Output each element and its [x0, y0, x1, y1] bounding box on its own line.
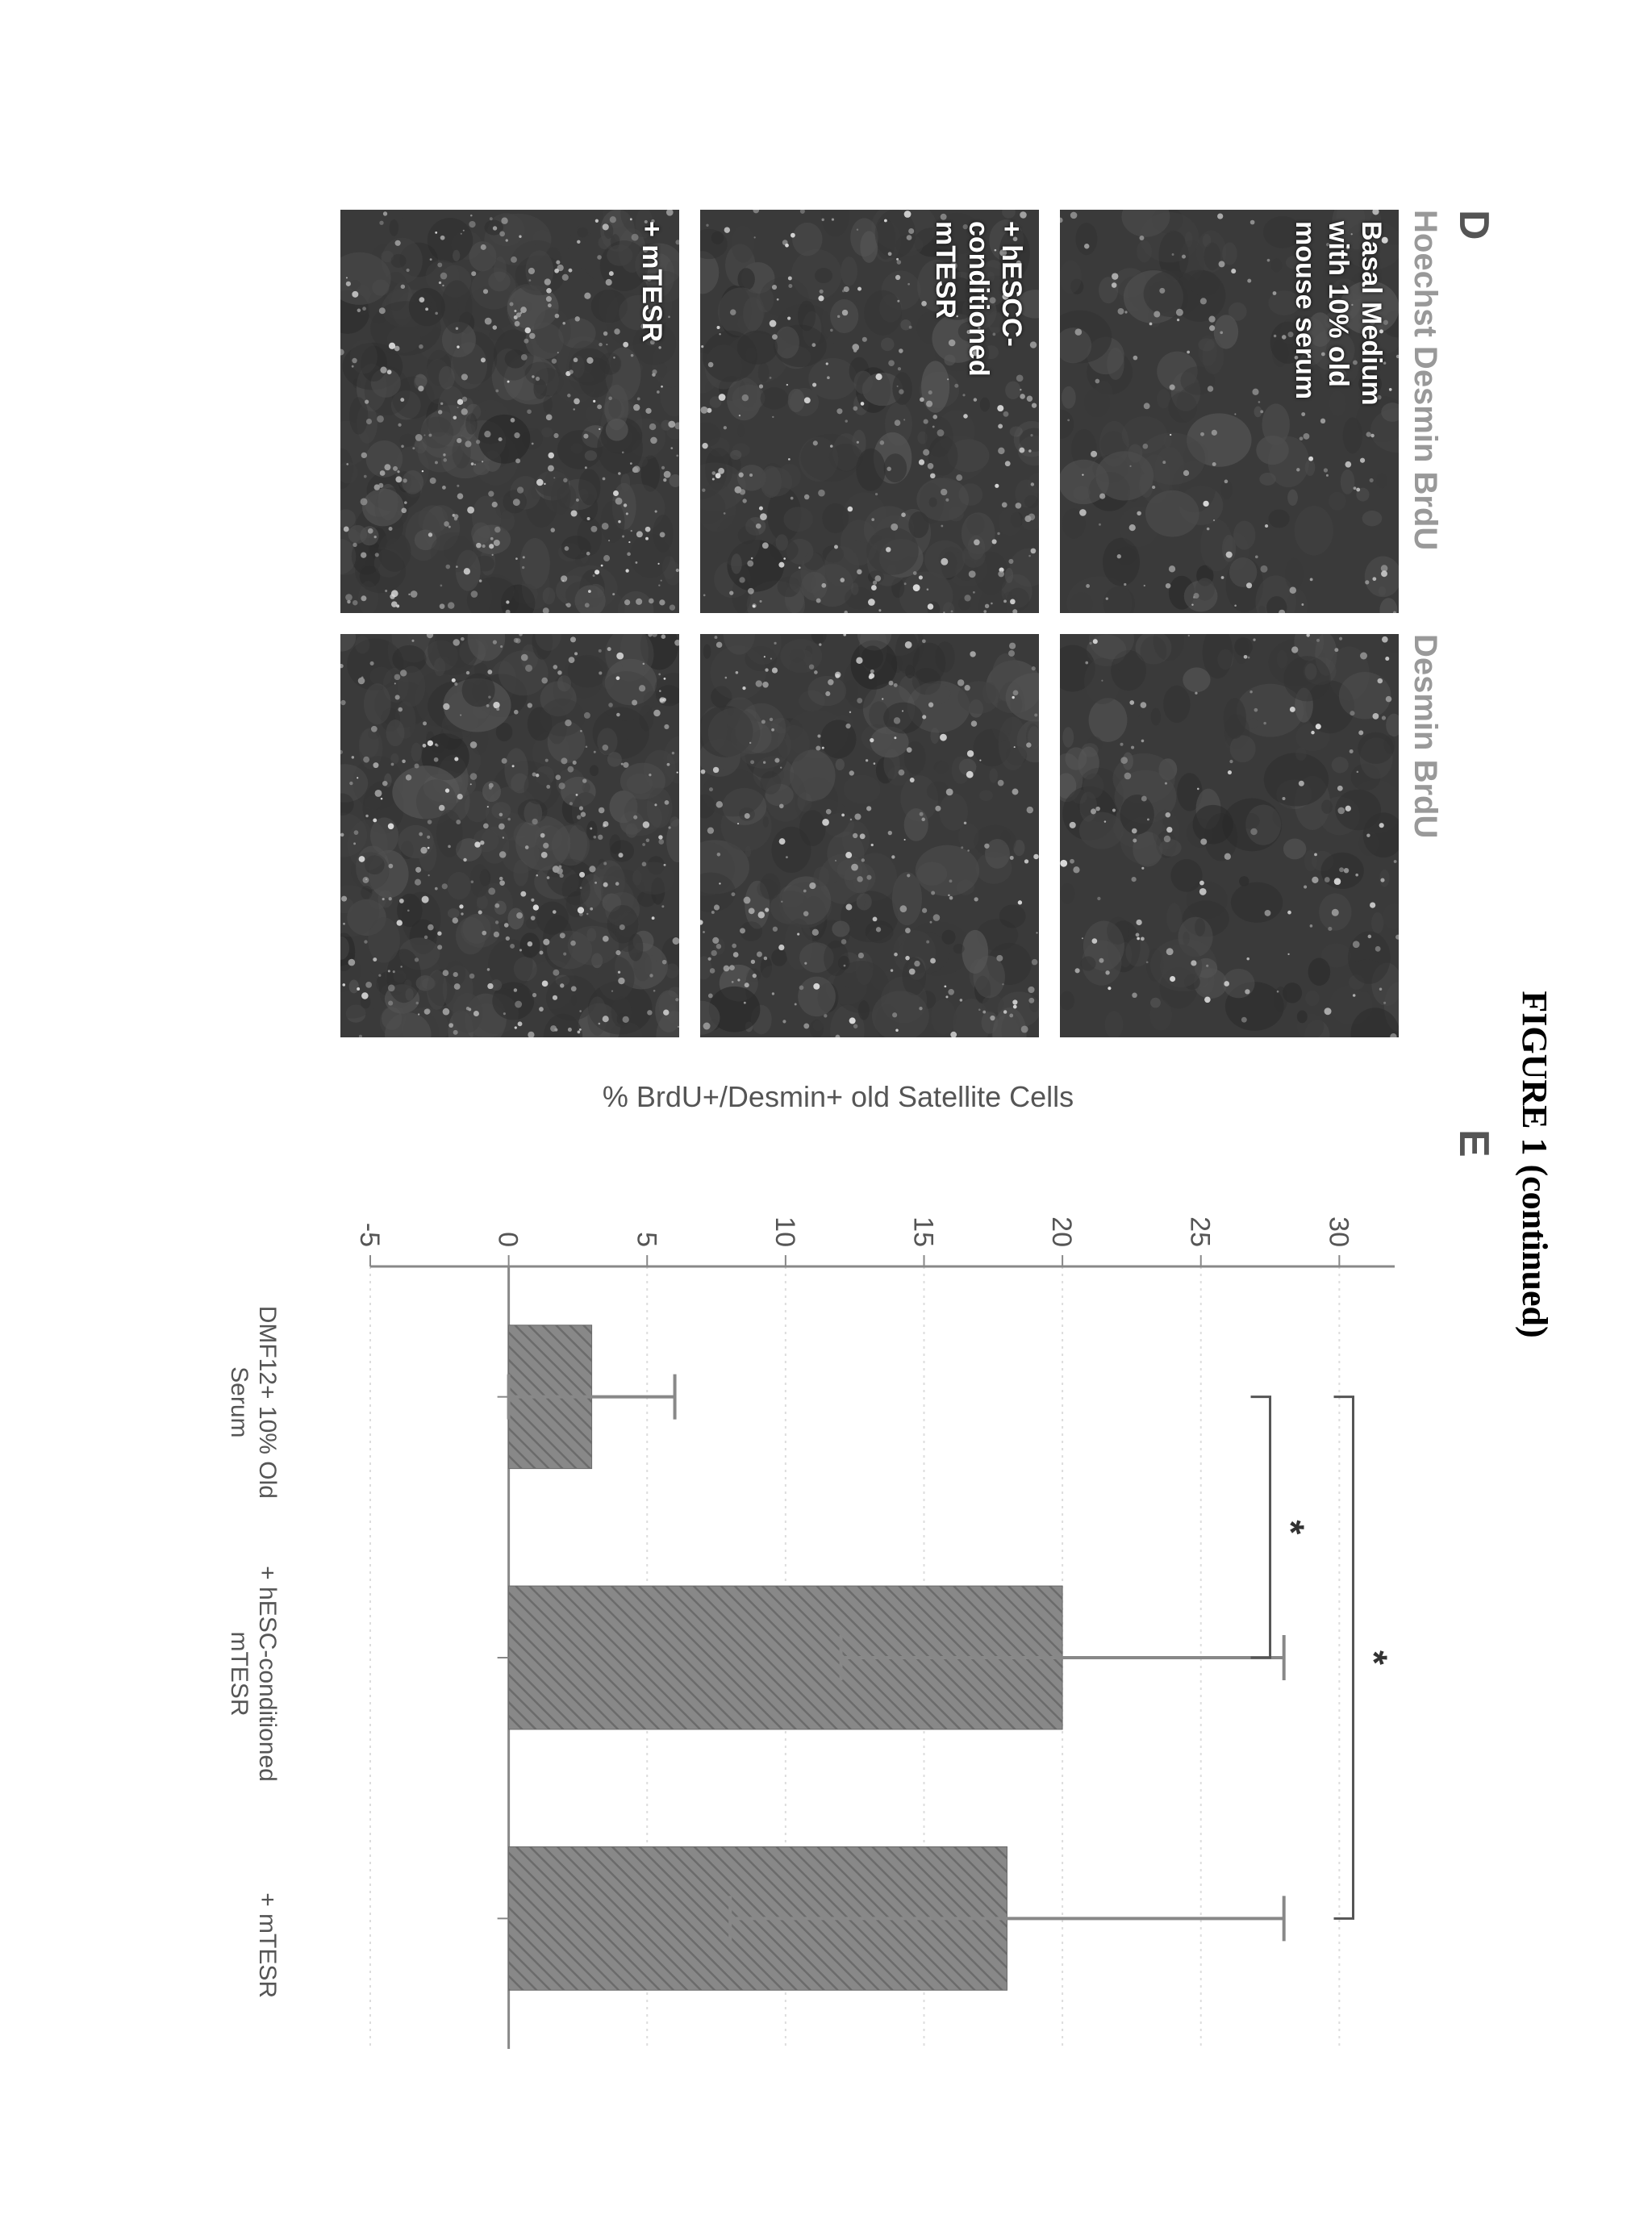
panel-e: E % BrdU+/Desmin+ old Satellite Cells -5… — [233, 1129, 1498, 2119]
micrograph — [700, 634, 1039, 1037]
svg-text:5: 5 — [631, 1232, 661, 1247]
micrograph-label: + mTESR — [635, 221, 668, 342]
panel-e-label: E — [1450, 1129, 1498, 2119]
panel-d: D Hoechst Desmin BrdU Desmin BrdU Basal … — [233, 210, 1498, 1065]
micrograph: Basal Medium with 10% old mouse serum — [1060, 210, 1399, 613]
micrograph-label: + hESCC- conditioned mTESR — [929, 221, 1028, 377]
micrograph: + hESCC- conditioned mTESR — [700, 210, 1039, 613]
svg-text:30: 30 — [1323, 1216, 1354, 1247]
svg-text:0: 0 — [493, 1232, 524, 1247]
svg-text:-5: -5 — [354, 1223, 385, 1247]
bar-chart: -5 0 5 10 15 20 25 30 * * — [233, 1129, 1443, 2081]
svg-text:25: 25 — [1185, 1216, 1216, 1247]
x-category-label: DMF12+ 10% Old Serum — [225, 1281, 281, 1523]
micrograph: + mTESR — [340, 210, 679, 613]
micrograph — [1060, 634, 1399, 1037]
svg-text:15: 15 — [907, 1216, 938, 1247]
svg-text:10: 10 — [770, 1216, 800, 1247]
col-header-left: Hoechst Desmin BrdU — [1407, 210, 1443, 613]
col-header-right: Desmin BrdU — [1407, 634, 1443, 1037]
x-category-label: + mTESR — [225, 1825, 281, 2067]
chart-ylabel: % BrdU+/Desmin+ old Satellite Cells — [603, 1080, 1074, 1114]
figure-title: FIGURE 1 (continued) — [1514, 210, 1555, 2119]
x-category-label: + hESC-conditioned mTESR — [225, 1553, 281, 1795]
micrograph-label: Basal Medium with 10% old mouse serum — [1289, 221, 1387, 406]
svg-text:*: * — [1270, 1520, 1312, 1534]
svg-text:20: 20 — [1046, 1216, 1077, 1247]
panel-d-label: D — [1450, 210, 1498, 1065]
micrograph — [340, 634, 679, 1037]
svg-text:*: * — [1354, 1650, 1395, 1665]
